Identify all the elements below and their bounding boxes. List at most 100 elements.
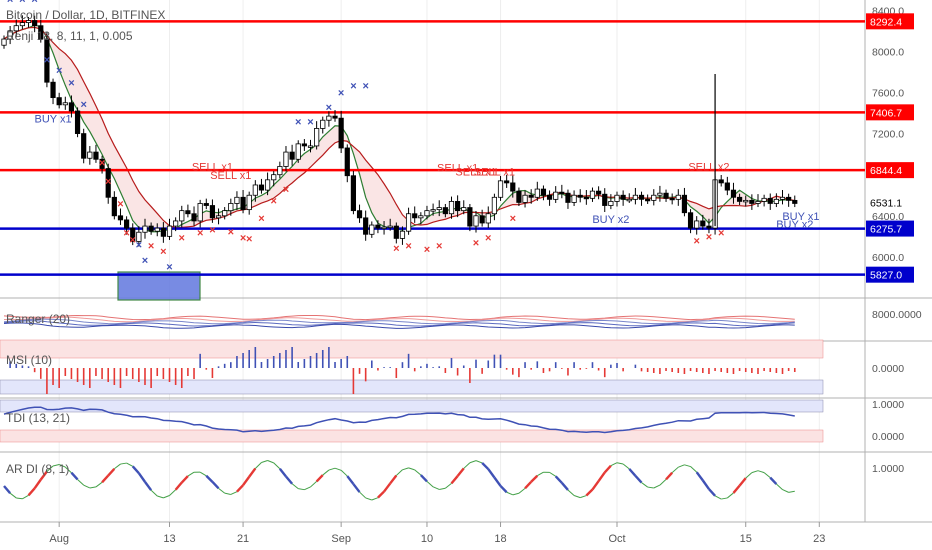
candle-body[interactable] [497,180,504,198]
candle-body[interactable] [369,224,375,235]
candle-body[interactable] [356,210,363,219]
candle-body[interactable] [203,203,209,206]
candle-body[interactable] [130,227,136,242]
candle-body[interactable] [179,210,185,222]
candle-body[interactable] [117,215,124,221]
candle-body[interactable] [687,212,694,229]
candle-body[interactable] [399,230,406,239]
candle-body[interactable] [718,179,724,184]
candle-body[interactable] [675,194,681,200]
candle-body[interactable] [1,38,7,46]
candle-body[interactable] [197,203,203,222]
candle-body[interactable] [620,194,626,200]
candle-body[interactable] [546,194,553,200]
candle-body[interactable] [792,199,798,204]
candle-body[interactable] [455,201,461,212]
candle-body[interactable] [314,128,320,147]
ardi-pane[interactable]: 1.0000 [3,460,904,501]
candle-body[interactable] [142,225,148,233]
msi-pane[interactable]: 0.0000 [4,347,904,394]
candle-body[interactable] [571,194,577,203]
candle-body[interactable] [553,191,559,200]
candle-body[interactable] [148,225,154,232]
candle-body[interactable] [448,201,455,215]
candle-body[interactable] [737,196,743,202]
candle-body[interactable] [412,213,418,219]
candle-body[interactable] [283,151,289,167]
candle-body[interactable] [730,189,737,198]
candle-body[interactable] [81,133,87,159]
candle-body[interactable] [614,194,620,202]
candle-body[interactable] [743,199,749,203]
candle-body[interactable] [589,190,596,199]
candle-body[interactable] [522,194,528,203]
candle-body[interactable] [13,25,19,32]
candle-body[interactable] [442,207,448,215]
candle-body[interactable] [154,227,160,232]
candle-body[interactable] [540,188,547,196]
candle-body[interactable] [124,219,130,229]
candle-body[interactable] [240,196,246,211]
candle-body[interactable] [228,203,234,212]
candle-body[interactable] [528,194,534,198]
candle-body[interactable] [271,174,277,181]
candle-body[interactable] [626,198,632,202]
candle-body[interactable] [700,220,706,227]
candle-body[interactable] [504,180,510,184]
candle-body[interactable] [706,225,712,229]
candle-body[interactable] [749,199,755,204]
candle-body[interactable] [773,198,779,204]
candle-body[interactable] [246,194,252,211]
candle-body[interactable] [467,207,473,227]
candle-body[interactable] [25,20,32,24]
candle-body[interactable] [381,226,387,229]
candles[interactable] [1,15,798,247]
candle-body[interactable] [277,166,283,176]
candle-body[interactable] [295,143,301,160]
candle-body[interactable] [7,30,13,40]
candle-body[interactable] [461,207,467,212]
candle-body[interactable] [87,151,93,159]
candle-body[interactable] [694,220,700,229]
candle-body[interactable] [301,143,307,147]
candle-body[interactable] [786,196,792,201]
candle-body[interactable] [779,196,786,200]
candle-body[interactable] [479,215,485,224]
candle-body[interactable] [62,102,68,106]
time-axis[interactable]: Aug 13 21 Sep 10 18 Oct 15 23 [49,522,825,545]
candle-body[interactable] [608,201,614,206]
candle-body[interactable] [632,194,638,200]
candle-body[interactable] [724,182,730,191]
candle-body[interactable] [32,20,38,27]
candle-body[interactable] [424,210,430,217]
candle-body[interactable] [596,190,602,195]
candle-body[interactable] [559,191,565,195]
candle-body[interactable] [761,197,767,202]
candle-body[interactable] [215,215,222,219]
candle-body[interactable] [393,225,399,239]
candle-body[interactable] [663,192,669,199]
candle-body[interactable] [338,117,344,149]
candle-body[interactable] [185,210,191,215]
candle-body[interactable] [516,190,522,203]
candle-body[interactable] [602,193,608,206]
candle-body[interactable] [583,196,589,200]
candle-body[interactable] [93,151,99,160]
candle-body[interactable] [38,25,44,40]
candle-body[interactable] [166,225,173,237]
candle-body[interactable] [332,115,338,119]
candle-body[interactable] [651,194,657,201]
candle-body[interactable] [173,220,179,227]
candle-body[interactable] [160,227,166,237]
candle-body[interactable] [191,213,197,222]
candle-body[interactable] [767,197,773,204]
candle-body[interactable] [430,209,436,212]
candle-body[interactable] [473,215,479,227]
candle-body[interactable] [638,194,645,200]
candle-body[interactable] [755,201,761,204]
candle-body[interactable] [234,196,240,204]
candle-body[interactable] [136,231,142,242]
candle-body[interactable] [534,188,540,198]
candle-body[interactable] [645,198,651,202]
